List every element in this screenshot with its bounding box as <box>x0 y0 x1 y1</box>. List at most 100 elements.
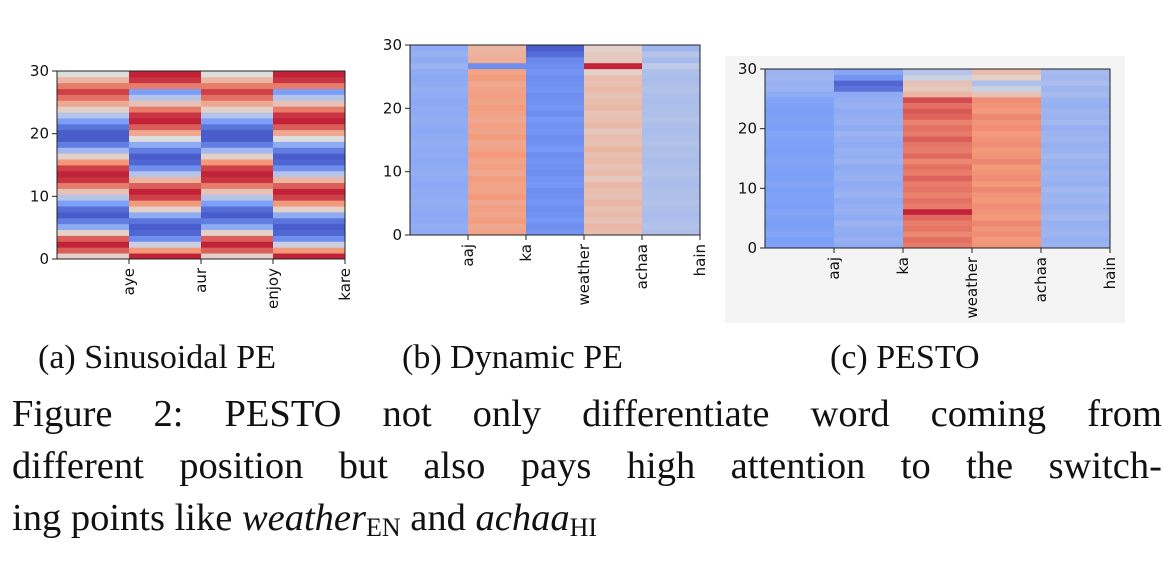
heatmap-cell <box>526 211 585 218</box>
heatmap-cell <box>765 69 835 75</box>
heatmap-cell <box>410 205 469 212</box>
heatmap-cell <box>834 96 904 103</box>
heatmap-cell <box>972 175 1042 182</box>
heatmap-cell <box>201 106 274 113</box>
heatmap-cell <box>834 80 904 87</box>
heatmap-cell <box>273 112 346 119</box>
heatmap-cell <box>201 100 274 107</box>
caption-line-2-word: the <box>966 445 1014 487</box>
caption-word-weather: weather <box>241 497 366 539</box>
heatmap-cell <box>903 180 973 187</box>
heatmap-cell <box>972 242 1042 249</box>
heatmap-cell <box>273 223 346 231</box>
heatmap-cell <box>903 108 973 115</box>
heatmap-cell <box>57 100 130 107</box>
heatmap-cell <box>972 203 1042 210</box>
heatmap-cell <box>410 181 469 188</box>
heatmap-cell <box>765 85 835 92</box>
heatmap-cell <box>642 128 701 135</box>
caption-line-1-word: only <box>472 393 542 435</box>
heatmap-cell <box>642 140 701 147</box>
heatmap-cell <box>410 68 469 76</box>
heatmap-cell <box>1041 175 1111 182</box>
heatmap-cell <box>273 253 346 260</box>
x-tick-label: kare <box>336 268 354 301</box>
heatmap-cell <box>57 200 130 207</box>
heatmap-cell <box>903 91 973 98</box>
heatmap-cell <box>410 92 469 99</box>
heatmap-cell <box>57 94 130 101</box>
heatmap-cell <box>468 92 527 99</box>
heatmap-cell <box>526 223 585 230</box>
heatmap-cell <box>834 91 904 98</box>
heatmap-cell <box>584 145 643 153</box>
heatmap-cell <box>584 80 643 87</box>
heatmap-cell <box>765 164 835 171</box>
heatmap-cell <box>273 100 346 107</box>
heatmap-cell <box>468 199 527 206</box>
heatmap-cell <box>273 247 346 254</box>
heatmap-cell <box>584 140 643 147</box>
heatmap-cell <box>273 118 346 125</box>
heatmap-cell <box>410 187 469 194</box>
heatmap-cell <box>526 45 585 52</box>
heatmap-cell <box>765 175 835 182</box>
heatmap-cell <box>903 141 973 148</box>
x-tick-label: aye <box>120 268 138 295</box>
caption-sub-en: EN <box>365 513 401 542</box>
heatmap-cell <box>273 206 346 213</box>
heatmap-cell <box>526 56 585 64</box>
heatmap-cell <box>765 220 835 227</box>
heatmap-cell <box>765 197 835 204</box>
heatmap-cell <box>410 62 469 70</box>
heatmap-cell <box>57 135 130 142</box>
caption-line-1: Figure 2: PESTO not only differentiate word com… <box>12 388 1162 440</box>
heatmap-cell <box>972 236 1042 243</box>
heatmap-cell <box>526 122 585 129</box>
heatmap-cell <box>468 128 527 135</box>
caption-line-3: ing points like weatherEN and achaaHI <box>12 492 1162 544</box>
heatmap-cell <box>57 76 130 84</box>
heatmap-cell <box>642 86 701 93</box>
heatmap-cell <box>584 151 643 159</box>
heatmap-cell <box>1041 203 1111 210</box>
heatmap-cell <box>57 71 130 78</box>
heatmap-cell <box>1041 180 1111 187</box>
heatmap-cell <box>765 192 835 199</box>
heatmap-cell <box>410 193 469 200</box>
heatmap-cell <box>903 147 973 154</box>
heatmap-cell <box>972 164 1042 171</box>
caption-line-1-word: Figure <box>12 393 113 435</box>
heatmap-cell <box>834 85 904 92</box>
heatmap-cell <box>1041 141 1111 148</box>
heatmap-cell <box>201 94 274 101</box>
heatmap-cell <box>57 194 130 201</box>
heatmap-cell <box>129 212 202 219</box>
heatmap-cell <box>834 124 904 131</box>
heatmap-cell <box>468 56 527 64</box>
heatmap-cell <box>765 208 835 215</box>
heatmap-cell <box>642 110 701 117</box>
heatmap-cell <box>1041 169 1111 176</box>
heatmap-cell <box>410 122 469 129</box>
heatmap-cell <box>834 69 904 75</box>
heatmap-cell <box>468 217 527 224</box>
heatmap-cell <box>57 170 130 178</box>
heatmap-cell <box>972 74 1042 81</box>
heatmap-cell <box>584 45 643 52</box>
heatmap-cell <box>1041 74 1111 81</box>
heatmap-cell <box>410 128 469 135</box>
heatmap-cell <box>201 170 274 178</box>
heatmap-cell <box>642 98 701 105</box>
heatmap-cell <box>468 145 527 153</box>
heatmap-cell <box>642 187 701 194</box>
heatmap-cell <box>468 98 527 105</box>
x-tick-label: ka <box>517 244 535 262</box>
heatmap-cell <box>584 181 643 188</box>
heatmap-cell <box>201 182 274 189</box>
heatmap-cell <box>201 165 274 172</box>
heatmap-panel-pesto: 0 10 20 30 aaj ka weather achaa hain <box>725 56 1125 323</box>
heatmap-cell <box>201 241 274 248</box>
heatmap-cell <box>129 229 202 236</box>
heatmap-cell <box>1041 136 1111 143</box>
